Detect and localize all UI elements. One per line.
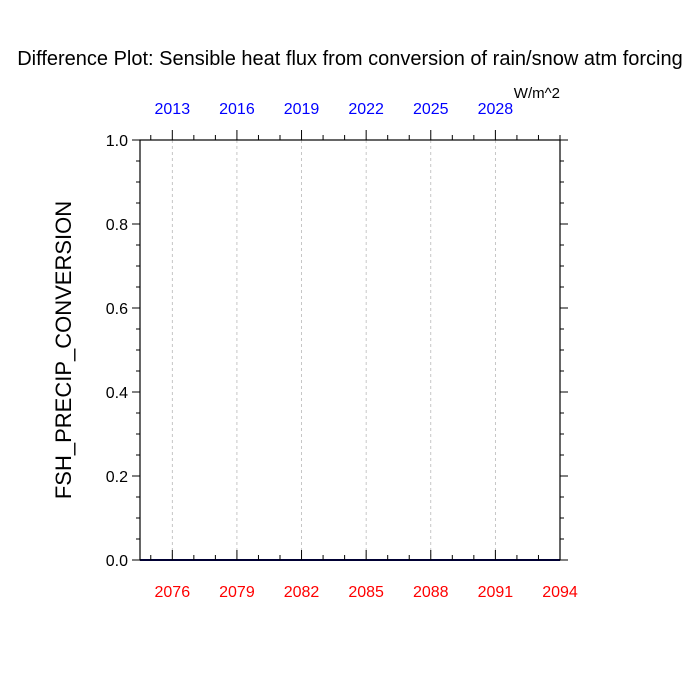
x-tick-label-top: 2025 <box>413 101 449 118</box>
units-label: W/m^2 <box>514 85 560 102</box>
chart-title: Difference Plot: Sensible heat flux from… <box>17 48 683 70</box>
y-tick-label: 0.0 <box>106 553 128 570</box>
x-tick-label-bottom: 2088 <box>413 584 449 601</box>
y-tick-label: 0.4 <box>106 385 128 402</box>
x-tick-label-bottom: 2094 <box>542 584 578 601</box>
plot-frame <box>139 139 561 561</box>
x-tick-label-bottom: 2082 <box>284 584 320 601</box>
y-axis-label: FSH_PRECIP_CONVERSION <box>51 201 76 499</box>
y-tick-label: 0.2 <box>106 469 128 486</box>
x-tick-label-bottom: 2091 <box>478 584 514 601</box>
x-tick-label-bottom: 2085 <box>348 584 384 601</box>
x-tick-label-top: 2016 <box>219 101 255 118</box>
tick-labels: 2076 2079 2082 2085 2088 2091 2094 2013 2016 2019… <box>106 101 578 601</box>
y-tick-label: 0.8 <box>106 217 128 234</box>
x-tick-label-top: 2022 <box>348 101 384 118</box>
x-tick-label-top: 2013 <box>155 101 191 118</box>
y-tick-label: 0.6 <box>106 301 128 318</box>
axis-ticks <box>132 130 568 561</box>
x-tick-label-top: 2019 <box>284 101 320 118</box>
grid-lines <box>171 140 496 560</box>
x-tick-label-bottom: 2076 <box>155 584 191 601</box>
x-tick-label-bottom: 2079 <box>219 584 255 601</box>
y-tick-label: 1.0 <box>106 133 128 150</box>
x-tick-label-top: 2028 <box>478 101 514 118</box>
